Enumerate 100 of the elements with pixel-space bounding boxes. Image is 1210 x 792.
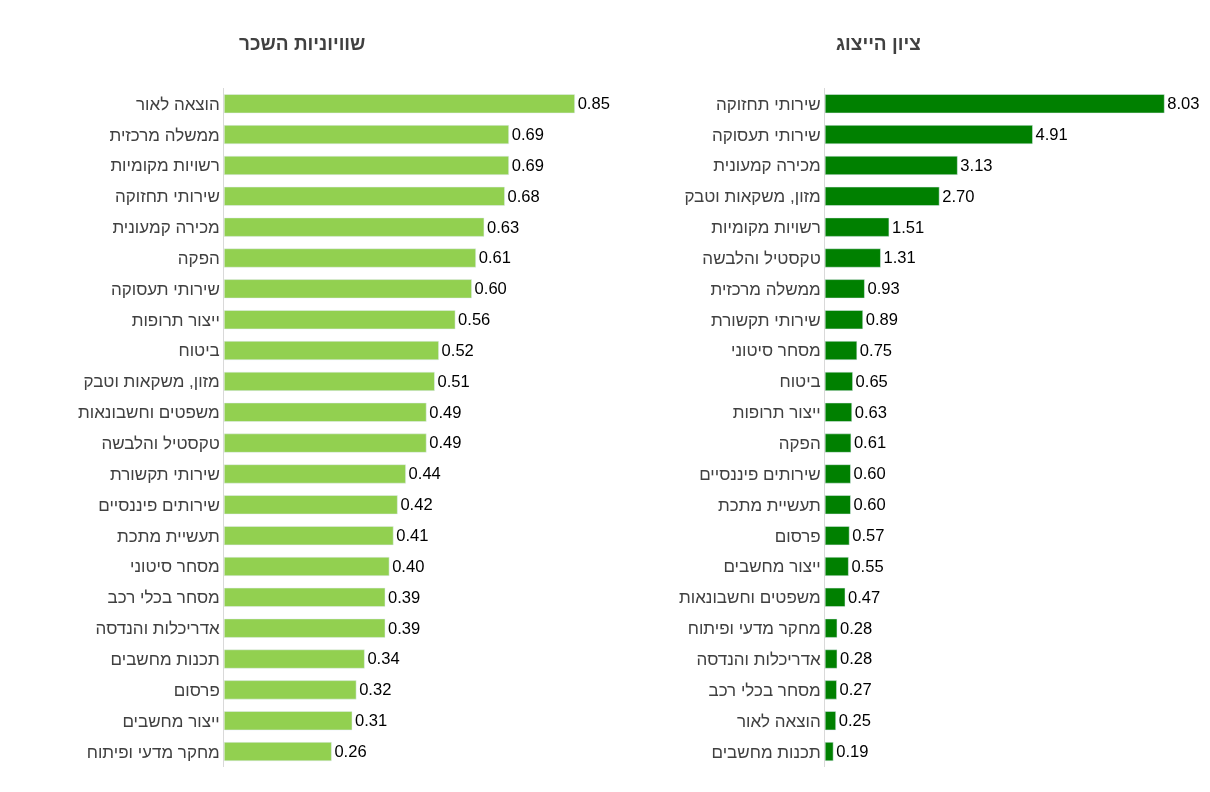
y-tick-label: ביטוח: [178, 341, 220, 361]
y-tick-label: שירותי תקשורת: [110, 464, 220, 484]
data-label: 1.51: [891, 217, 925, 237]
data-label: 0.60: [474, 279, 507, 299]
y-tick-label: שירותים פיננסיים: [98, 495, 220, 515]
bar: [224, 248, 476, 268]
bar: [825, 94, 1165, 114]
data-label: 0.52: [441, 340, 474, 360]
y-tick-label: מסחר סיטוני: [130, 557, 220, 577]
y-tick-label: אדריכלות והנדסה: [696, 649, 822, 669]
data-label: 0.51: [437, 371, 470, 391]
data-label: 8.03: [1167, 94, 1200, 114]
bar: [825, 742, 834, 762]
data-label: 0.39: [388, 618, 421, 638]
bar: [825, 279, 865, 299]
bar: [825, 587, 846, 607]
data-label: 0.85: [577, 94, 610, 114]
y-tick-label: הוצאה לאור: [736, 711, 821, 731]
data-label: 0.44: [408, 464, 441, 484]
data-label: 0.63: [486, 217, 520, 237]
bar: [224, 618, 386, 638]
bar: [224, 310, 456, 330]
data-label: 0.61: [853, 433, 887, 453]
data-label: 0.19: [836, 741, 869, 761]
data-label: 0.42: [400, 495, 433, 515]
y-tick-label: מסחר בכלי רכב: [708, 680, 821, 700]
y-tick-label: הפקה: [778, 434, 821, 454]
y-tick-label: מכירה קמעונית: [713, 156, 821, 176]
data-label: 0.75: [859, 340, 893, 360]
data-label: 4.91: [1035, 124, 1068, 144]
data-label: 0.32: [359, 680, 392, 700]
bar: [825, 649, 838, 669]
bar: [224, 155, 509, 175]
y-tick-label: רשויות מקומיות: [711, 218, 821, 238]
bar: [825, 680, 837, 700]
y-tick-label: הוצאה לאור: [135, 94, 220, 114]
data-label: 0.68: [507, 186, 540, 206]
y-tick-label: תעשיית מתכת: [717, 495, 821, 515]
bar: [825, 125, 1033, 145]
y-tick-label: פרסום: [774, 526, 821, 546]
y-tick-label: תכנות מחשבים: [110, 649, 220, 669]
bar: [224, 279, 472, 299]
data-label: 0.60: [853, 495, 886, 515]
data-label: 0.41: [396, 525, 429, 545]
data-label: 0.27: [839, 680, 872, 700]
bar: [224, 649, 365, 669]
y-tick-label: ממשלה מרכזית: [710, 279, 821, 299]
y-tick-label: מסחר סיטוני: [730, 341, 821, 361]
y-tick-label: ממשלה מרכזית: [109, 125, 220, 145]
y-tick-label: טקסטיל והלבשה: [702, 248, 821, 268]
bar: [224, 125, 509, 145]
data-label: 0.55: [851, 556, 884, 576]
data-label: 0.28: [839, 649, 873, 669]
y-tick-label: מזון, משקאות וטבק: [83, 372, 220, 392]
bar: [224, 341, 439, 361]
y-tick-label: שירותים פיננסיים: [699, 464, 821, 484]
bar: [825, 186, 940, 206]
chart-title: שוויוניות השכר: [239, 33, 366, 54]
y-tick-label: ביטוח: [779, 372, 821, 392]
y-tick-label: טקסטיל והלבשה: [101, 434, 220, 454]
data-label: 0.25: [838, 711, 871, 731]
y-tick-label: שירותי תעסוקה: [711, 125, 821, 145]
data-label: 0.49: [429, 433, 462, 453]
y-tick-label: מחקר מדעי ופיתוח: [86, 742, 220, 762]
data-label: 3.13: [960, 155, 993, 175]
data-label: 0.93: [867, 279, 900, 299]
data-label: 0.63: [854, 402, 887, 422]
bar: [825, 464, 851, 484]
bar: [825, 155, 958, 175]
data-label: 0.89: [865, 310, 898, 330]
data-label: 0.47: [848, 587, 881, 607]
bar: [825, 402, 853, 422]
data-label: 2.70: [942, 186, 975, 206]
data-label: 1.31: [883, 248, 916, 268]
y-tick-label: ייצור תרופות: [131, 310, 220, 330]
data-label: 0.57: [852, 525, 885, 545]
y-tick-label: אדריכלות והנדסה: [95, 619, 221, 639]
data-label: 0.31: [355, 711, 388, 731]
bar: [825, 248, 881, 268]
data-label: 0.65: [855, 371, 888, 391]
data-label: 0.69: [511, 155, 544, 175]
bar: [224, 526, 394, 546]
data-label: 0.39: [388, 587, 421, 607]
bar: [224, 464, 406, 484]
data-label: 0.26: [334, 741, 367, 761]
data-label: 0.56: [458, 310, 491, 330]
bar: [825, 526, 850, 546]
bar: [825, 433, 852, 453]
y-tick-label: משפטים וחשבונאות: [78, 403, 220, 423]
bar: [224, 556, 390, 576]
y-tick-label: ייצור מחשבים: [122, 711, 220, 731]
data-label: 0.34: [367, 649, 400, 669]
y-tick-label: הפקה: [177, 248, 220, 268]
bar: [224, 402, 427, 422]
bar: [224, 495, 398, 515]
y-tick-label: שירותי תחזוקה: [715, 94, 821, 114]
data-label: 0.69: [511, 124, 544, 144]
bar: [224, 711, 353, 731]
bar: [825, 711, 836, 731]
data-label: 0.60: [853, 464, 886, 484]
